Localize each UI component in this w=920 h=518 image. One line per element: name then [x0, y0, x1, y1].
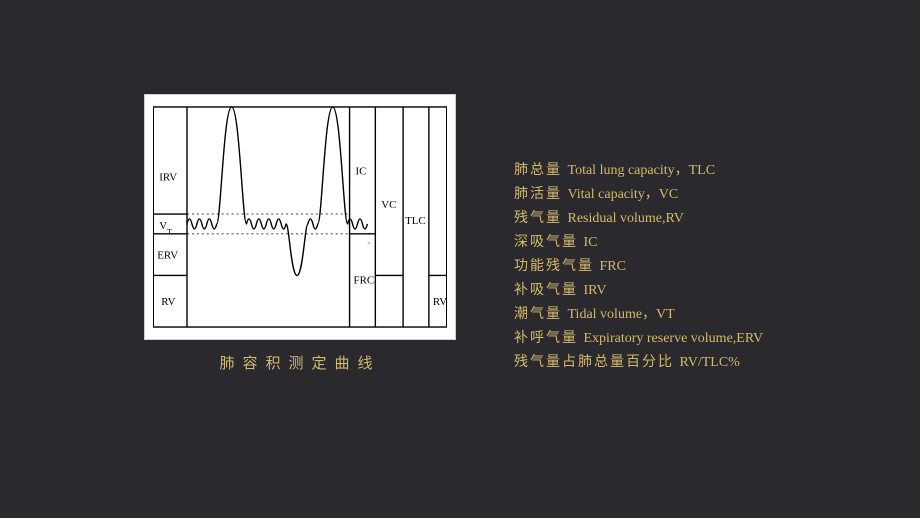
definition-zh: 肺总量	[514, 163, 568, 178]
definition-zh: 潮气量	[514, 307, 568, 322]
definition-line: 残气量占肺总量百分比 RV/TLC%	[514, 350, 894, 374]
svg-text:FRC: FRC	[354, 274, 375, 286]
definitions-list: 肺总量 Total lung capacity，TLC肺活量 Vital cap…	[514, 158, 894, 374]
definition-en: Total lung capacity，TLC	[568, 163, 716, 178]
definition-en: Tidal volume，VT	[568, 307, 675, 322]
definition-zh: 深吸气量	[514, 235, 584, 250]
svg-text:VT: VT	[159, 220, 172, 236]
definition-line: 肺总量 Total lung capacity，TLC	[514, 158, 894, 182]
definition-en: Vital capacity，VC	[568, 187, 679, 202]
definition-zh: 补呼气量	[514, 331, 584, 346]
definition-zh: 残气量占肺总量百分比	[514, 355, 680, 370]
svg-text:IRV: IRV	[159, 171, 177, 183]
svg-text:RV: RV	[161, 296, 175, 308]
svg-text:VC: VC	[381, 199, 396, 211]
definition-line: 残气量 Residual volume,RV	[514, 206, 894, 230]
definition-line: 功能残气量 FRC	[514, 254, 894, 278]
definition-en: Expiratory reserve volume,ERV	[584, 331, 764, 346]
definition-line: 深吸气量 IC	[514, 230, 894, 254]
svg-text:IC: IC	[356, 165, 367, 177]
definition-zh: 肺活量	[514, 187, 568, 202]
lung-volume-diagram: IRV VT ERV RV IC VC TLC FRC RV *	[144, 94, 456, 340]
svg-text:TLC: TLC	[405, 215, 426, 227]
diagram-caption: 肺容积测定曲线	[144, 352, 456, 373]
svg-text:RV: RV	[433, 296, 447, 308]
definition-zh: 残气量	[514, 211, 568, 226]
definition-zh: 功能残气量	[514, 259, 600, 274]
spirogram-svg: IRV VT ERV RV IC VC TLC FRC RV *	[153, 103, 447, 331]
definition-en: IRV	[584, 283, 607, 298]
definition-zh: 补吸气量	[514, 283, 584, 298]
svg-text:ERV: ERV	[157, 250, 178, 262]
definition-en: IC	[584, 235, 598, 250]
definition-line: 补吸气量 IRV	[514, 278, 894, 302]
definition-en: FRC	[600, 259, 626, 274]
definition-line: 肺活量 Vital capacity，VC	[514, 182, 894, 206]
svg-text:*: *	[367, 241, 370, 250]
definition-line: 潮气量 Tidal volume，VT	[514, 302, 894, 326]
definition-en: RV/TLC%	[680, 355, 740, 370]
definition-line: 补呼气量 Expiratory reserve volume,ERV	[514, 326, 894, 350]
definition-en: Residual volume,RV	[568, 211, 684, 226]
